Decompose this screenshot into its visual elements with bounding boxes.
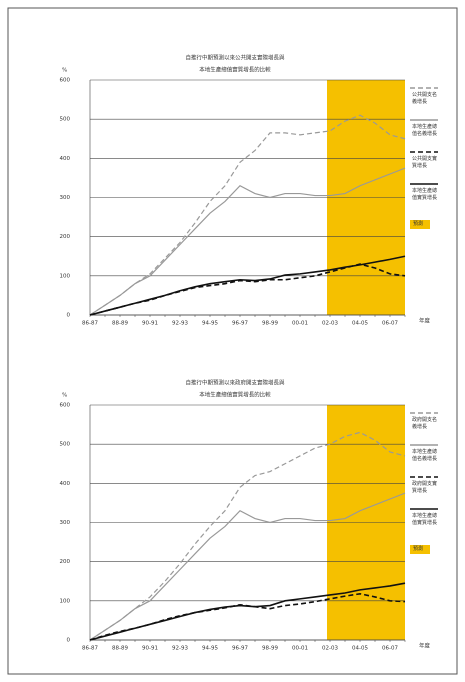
legend-label: 本地生產總值實質增長 xyxy=(412,188,438,201)
legend-forecast-label: 預測 xyxy=(413,221,424,227)
x-tick-label: 92-93 xyxy=(172,646,188,652)
chart-title: 本地生產總值實質增長的比較 xyxy=(199,391,271,399)
x-tick-label: 88-89 xyxy=(112,321,128,327)
legend-label: 本地生產總值名義增長 xyxy=(412,124,438,137)
x-tick-label: 06-07 xyxy=(382,321,398,327)
x-tick-label: 06-07 xyxy=(382,646,398,652)
y-axis-label: % xyxy=(62,68,67,74)
legend-forecast-swatch xyxy=(410,545,430,554)
y-tick-label: 200 xyxy=(60,234,71,240)
x-tick-label: 00-01 xyxy=(292,321,308,327)
x-tick-label: 86-87 xyxy=(82,646,98,652)
y-tick-label: 200 xyxy=(60,559,71,565)
y-tick-label: 300 xyxy=(60,195,71,201)
x-axis-label: 年度 xyxy=(419,642,431,650)
x-tick-label: 04-05 xyxy=(352,321,368,327)
series-line xyxy=(89,114,406,316)
series-line xyxy=(89,255,406,316)
y-tick-label: 400 xyxy=(60,156,71,162)
x-tick-label: 94-95 xyxy=(202,646,218,652)
x-tick-label: 90-91 xyxy=(142,321,158,327)
legend-label: 政府開支名義增長 xyxy=(412,417,438,430)
legend-label: 本地生產總值實質增長 xyxy=(412,513,438,526)
x-tick-label: 88-89 xyxy=(112,646,128,652)
x-tick-label: 98-99 xyxy=(262,321,278,327)
x-tick-label: 96-97 xyxy=(232,321,248,327)
y-tick-label: 100 xyxy=(60,598,71,604)
legend-forecast-label: 預測 xyxy=(413,546,424,552)
chart-title: 自推行中期預測以來公共開支實際增長與 xyxy=(185,54,285,62)
chart-title: 本地生產總值實質增長的比較 xyxy=(199,66,271,74)
x-tick-label: 04-05 xyxy=(352,646,368,652)
legend-label: 政府開支實質增長 xyxy=(412,481,438,494)
y-tick-label: 0 xyxy=(67,313,71,319)
y-tick-label: 300 xyxy=(60,520,71,526)
x-tick-label: 94-95 xyxy=(202,321,218,327)
y-tick-label: 500 xyxy=(60,442,71,448)
x-tick-label: 96-97 xyxy=(232,646,248,652)
page-border xyxy=(7,7,458,675)
series-line xyxy=(89,492,406,641)
x-tick-label: 86-87 xyxy=(82,321,98,327)
series-line xyxy=(89,582,406,641)
y-tick-label: 500 xyxy=(60,117,71,123)
legend-forecast-swatch xyxy=(410,220,430,229)
series-line xyxy=(89,431,406,641)
x-tick-label: 98-99 xyxy=(262,646,278,652)
y-tick-label: 0 xyxy=(67,638,71,644)
x-tick-label: 92-93 xyxy=(172,321,188,327)
x-tick-label: 90-91 xyxy=(142,646,158,652)
x-tick-label: 00-01 xyxy=(292,646,308,652)
y-tick-label: 600 xyxy=(60,403,71,409)
x-tick-label: 02-03 xyxy=(322,646,338,652)
x-axis-label: 年度 xyxy=(419,317,431,325)
legend-label: 本地生產總值名義增長 xyxy=(412,449,438,462)
x-tick-label: 02-03 xyxy=(322,321,338,327)
legend-label: 公共開支名義增長 xyxy=(412,92,438,105)
y-tick-label: 100 xyxy=(60,273,71,279)
chart-title: 自推行中期預測以來政府開支實際增長與 xyxy=(185,379,285,387)
y-tick-label: 400 xyxy=(60,481,71,487)
legend-label: 公共開支實質增長 xyxy=(412,156,438,169)
y-tick-label: 600 xyxy=(60,78,71,84)
y-axis-label: % xyxy=(62,393,67,399)
series-line xyxy=(89,167,406,316)
